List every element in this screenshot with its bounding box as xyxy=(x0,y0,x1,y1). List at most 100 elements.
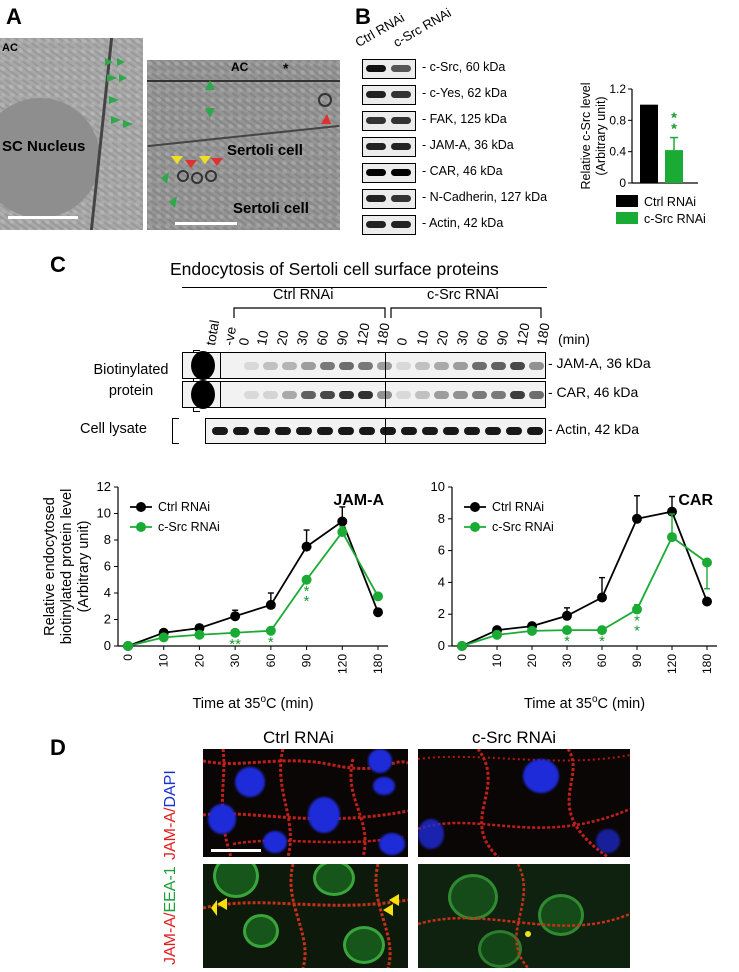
lane-label: 20 xyxy=(434,329,452,347)
data-point xyxy=(702,557,712,568)
bracket-ctrl xyxy=(233,307,386,318)
series-line xyxy=(127,520,379,647)
lane-label: 60 xyxy=(474,329,492,347)
y-tick-label: 0 xyxy=(619,176,626,190)
blot-band xyxy=(282,361,297,370)
legend-label: c-Src RNAi xyxy=(492,520,554,534)
blot-strip xyxy=(182,351,546,380)
x-tick-label: 0 xyxy=(121,654,135,661)
western-blot-band xyxy=(366,117,386,124)
label-asterisk: * xyxy=(283,60,289,76)
row-group-lysate: Cell lysate xyxy=(80,421,147,437)
label-sertoli-cell-2: Sertoli cell xyxy=(233,200,309,217)
significance-marker: * xyxy=(599,633,605,650)
chart-title: CAR xyxy=(678,492,713,509)
x-tick-label: 60 xyxy=(595,654,609,668)
x-tick-label: 180 xyxy=(371,654,385,674)
western-blot-band xyxy=(366,221,386,228)
blot-band xyxy=(491,361,506,370)
blot-band xyxy=(464,427,480,435)
bar xyxy=(640,104,658,183)
series-line xyxy=(461,535,708,647)
scale-bar-left xyxy=(8,216,78,219)
blot-band xyxy=(263,390,278,399)
data-point xyxy=(373,591,383,602)
legend-label: Ctrl RNAi xyxy=(492,500,544,514)
panel-label-a: A xyxy=(6,4,22,29)
data-point xyxy=(562,625,572,636)
western-blot-row xyxy=(362,85,416,105)
legend-marker xyxy=(136,502,146,512)
legend-label: Ctrl RNAi xyxy=(644,195,696,209)
micrograph-ctrl-dapi xyxy=(203,749,408,857)
blot-band xyxy=(529,390,544,399)
significance-star: * xyxy=(671,110,677,127)
lane-label: 90 xyxy=(494,329,512,347)
green-arrowheads-left xyxy=(105,58,133,128)
x-label-part: Time at 35 xyxy=(524,696,592,712)
row-label-eea1-jam: JAM-A/ xyxy=(162,912,179,965)
blot-band xyxy=(212,427,228,435)
western-blot-band xyxy=(366,195,386,202)
y-tick-label: 8 xyxy=(104,532,111,547)
lane-label: 10 xyxy=(254,329,272,347)
x-axis-label: Time at 35oC (min) xyxy=(524,694,645,712)
significance-star: * xyxy=(634,622,640,639)
panel-c-title: Endocytosis of Sertoli cell surface prot… xyxy=(170,259,499,279)
y-tick-label: 12 xyxy=(97,479,111,494)
col-label-src: c-Src RNAi xyxy=(472,728,557,747)
blot-band xyxy=(244,361,259,370)
data-point xyxy=(527,625,537,636)
blot-band xyxy=(377,361,392,370)
blot-band xyxy=(510,361,525,370)
blot-total-band xyxy=(191,351,215,380)
lane-label: 10 xyxy=(414,329,432,347)
data-point xyxy=(373,607,383,618)
blot-divider xyxy=(220,353,221,378)
blot-band xyxy=(453,361,468,370)
scale-bar-d xyxy=(211,849,261,852)
significance-marker: ** xyxy=(634,612,640,639)
y-axis-label: Relative endocytosedbiotinylated protein… xyxy=(42,489,92,645)
y-tick-label: 0.4 xyxy=(609,145,626,159)
x-tick-label: 90 xyxy=(300,654,314,668)
blot-band xyxy=(529,361,544,370)
panel-label-d: D xyxy=(50,735,66,760)
western-blot-band xyxy=(366,65,386,72)
x-tick-label: 20 xyxy=(192,654,206,668)
min-unit-label: (min) xyxy=(558,331,590,347)
label-sertoli-cell-1: Sertoli cell xyxy=(227,142,303,159)
x-tick-label: 10 xyxy=(490,654,504,668)
significance-star: * xyxy=(304,593,310,610)
significance-star: * xyxy=(304,583,310,600)
western-blot-row xyxy=(362,163,416,183)
blot-band xyxy=(320,390,335,399)
data-point xyxy=(301,541,312,552)
bracket-src xyxy=(390,307,542,318)
lane-label: 180 xyxy=(534,321,553,347)
blot-band xyxy=(244,390,259,399)
data-point xyxy=(158,632,169,643)
blot-band xyxy=(225,362,240,370)
data-point xyxy=(597,625,607,636)
blot-label: - CAR, 46 kDa xyxy=(548,384,639,400)
blot-band xyxy=(263,361,278,370)
series-line xyxy=(127,530,379,647)
y-tick-label: 10 xyxy=(431,479,445,494)
data-point xyxy=(301,574,312,585)
lane-label: 120 xyxy=(354,321,373,347)
col-label-ctrl: Ctrl RNAi xyxy=(263,728,334,747)
x-label-part: C (min) xyxy=(598,696,646,712)
blot-band xyxy=(225,391,240,399)
data-point xyxy=(667,532,677,543)
blot-band xyxy=(301,390,316,399)
western-blot-label: - FAK, 125 kDa xyxy=(422,112,507,126)
blot-band xyxy=(422,427,438,435)
blot-band xyxy=(358,361,373,370)
lane-label: 60 xyxy=(314,329,332,347)
blot-band xyxy=(453,390,468,399)
row-label-dapi-stain: DAPI xyxy=(162,770,179,808)
lane-label: 120 xyxy=(514,321,533,347)
x-tick-label: 30 xyxy=(228,654,242,668)
